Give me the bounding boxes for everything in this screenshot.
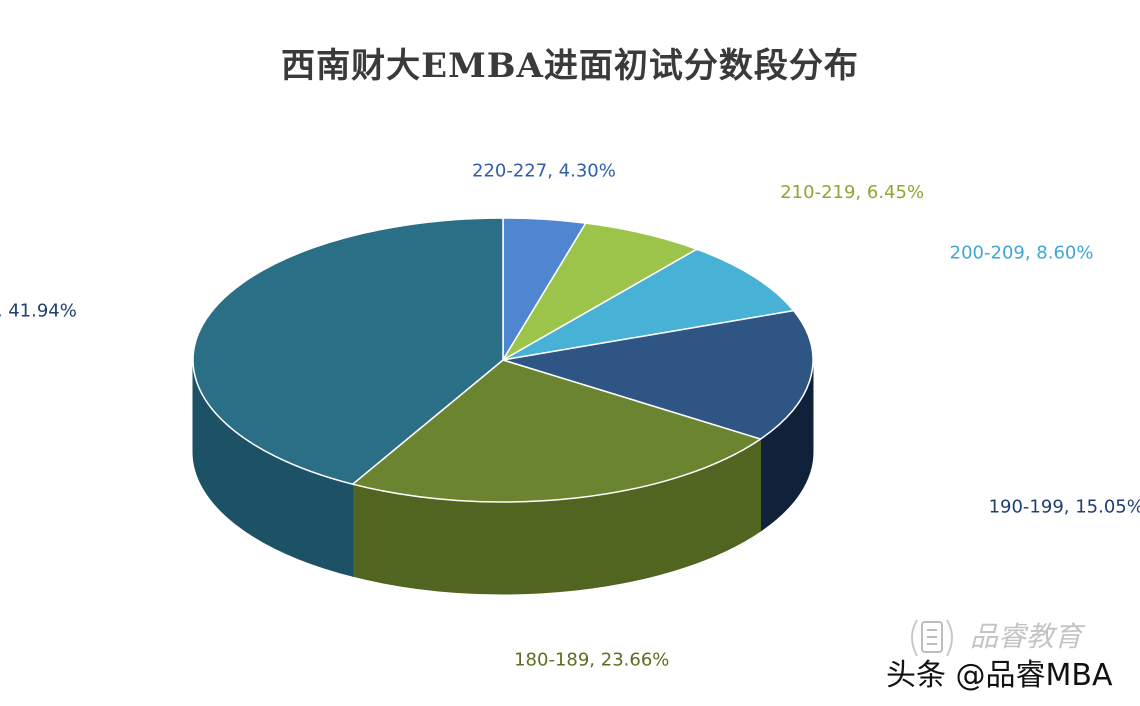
pie-label-group: 220-227, 4.30% 210-219, 6.45% 200-209, 8.6… — [0, 160, 1140, 670]
data-label-1: 210-219, 6.45% — [780, 182, 924, 203]
pie-side-group — [192, 359, 814, 595]
pie-top-group — [192, 217, 814, 503]
data-label-3: 190-199, 15.05% — [989, 496, 1140, 517]
seal-icon: 品睿教育 — [911, 619, 1086, 657]
watermark-source: 头条 @品睿MBA — [886, 658, 1113, 693]
data-label-0: 220-227, 4.30% — [472, 160, 616, 181]
pie-slice-5 — [192, 217, 504, 485]
pie-slice-2 — [502, 248, 795, 361]
data-label-4: 180-189, 23.66% — [514, 649, 669, 670]
pie-slice-1 — [502, 222, 698, 361]
pie-slice-4 — [351, 359, 762, 503]
chart-title: 西南财大EMBA进面初试分数段分布 — [281, 46, 859, 86]
watermark-logo: 品睿教育 — [895, 612, 1105, 662]
data-label-5: 170-179, 41.94% — [0, 301, 77, 322]
pie-slice-3 — [502, 309, 814, 440]
data-label-2: 200-209, 8.60% — [950, 243, 1094, 264]
watermark-logo-text: 品睿教育 — [970, 620, 1086, 653]
